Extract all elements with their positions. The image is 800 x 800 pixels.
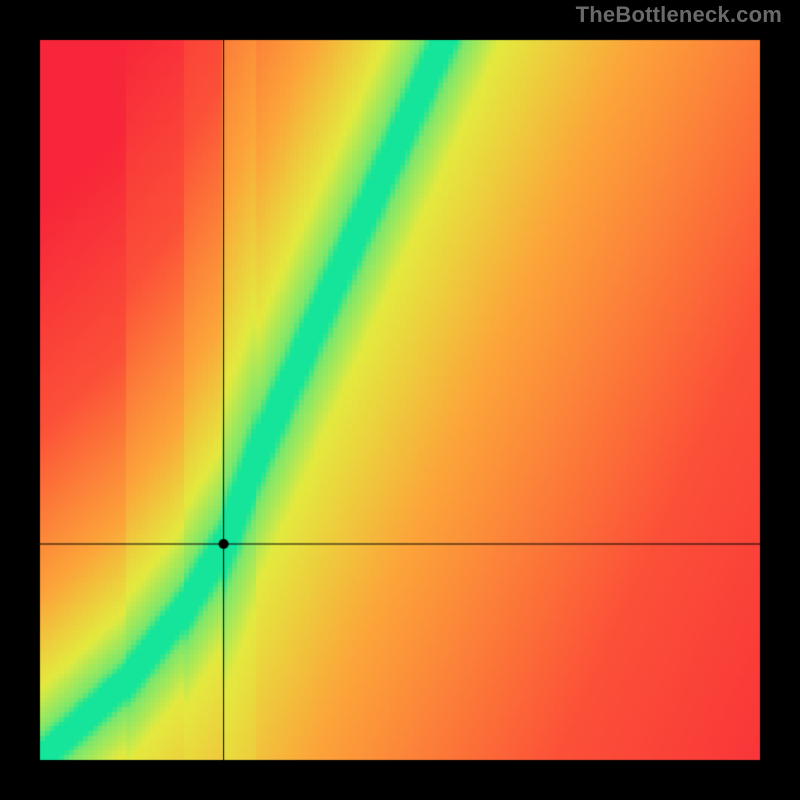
chart-container: TheBottleneck.com bbox=[0, 0, 800, 800]
bottleneck-heatmap-canvas bbox=[0, 0, 800, 800]
watermark-text: TheBottleneck.com bbox=[576, 2, 782, 28]
